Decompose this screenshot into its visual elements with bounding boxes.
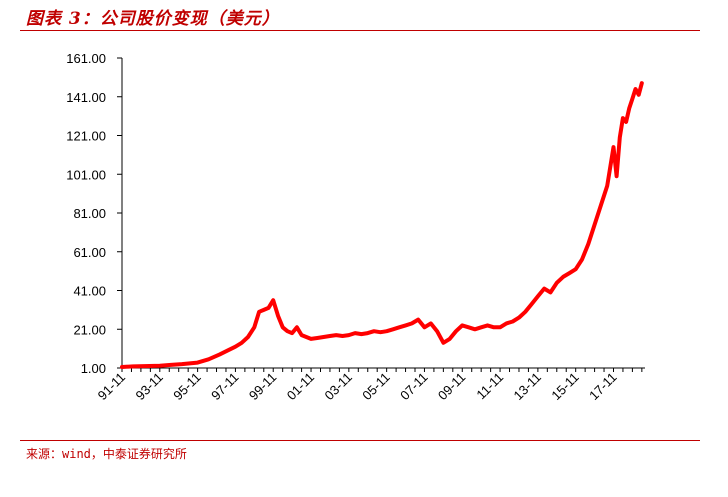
y-tick-label: 161.00 [66, 51, 106, 66]
y-tick-label: 1.00 [81, 361, 106, 376]
x-tick-label: 97-11 [208, 370, 241, 403]
x-tick-label: 09-11 [435, 370, 468, 403]
footer-divider [20, 440, 700, 441]
x-tick-label: 17-11 [586, 370, 619, 403]
x-tick-label: 13-11 [511, 370, 544, 403]
x-tick-label: 07-11 [397, 370, 430, 403]
x-tick-label: 15-11 [548, 370, 581, 403]
y-tick-label: 121.00 [66, 129, 106, 144]
price-series-line [120, 81, 644, 369]
source-note: 来源：wind，中泰证券研究所 [26, 447, 187, 461]
x-tick-label: 01-11 [284, 370, 317, 403]
y-tick-label: 41.00 [73, 284, 106, 299]
series-lines [120, 81, 644, 369]
x-tick-label: 11-11 [473, 370, 506, 403]
x-tick-label: 03-11 [322, 370, 355, 403]
y-tick-label: 61.00 [73, 245, 106, 260]
x-tick-label: 05-11 [359, 370, 392, 403]
stock-price-chart: 1.00 21.00 41.00 61.00 81.00 101.00 121.00 141.… [66, 51, 645, 403]
x-tick-label: 93-11 [132, 370, 165, 403]
x-tick-label: 95-11 [170, 370, 203, 403]
y-axis-ticks: 1.00 21.00 41.00 61.00 81.00 101.00 121.00 141.… [66, 51, 122, 376]
x-axis-ticks: 91-11 93-11 95-11 97-11 99-11 01-11 03-11 05-11… [95, 368, 643, 403]
figure-title: 图表 3：公司股价变现（美元） [26, 9, 280, 29]
title-divider [20, 30, 700, 31]
chart-axes [121, 58, 645, 369]
y-tick-label: 101.00 [66, 167, 106, 182]
x-tick-label: 99-11 [246, 370, 279, 403]
y-tick-label: 141.00 [66, 90, 106, 105]
y-tick-label: 21.00 [73, 322, 106, 337]
y-tick-label: 81.00 [73, 206, 106, 221]
